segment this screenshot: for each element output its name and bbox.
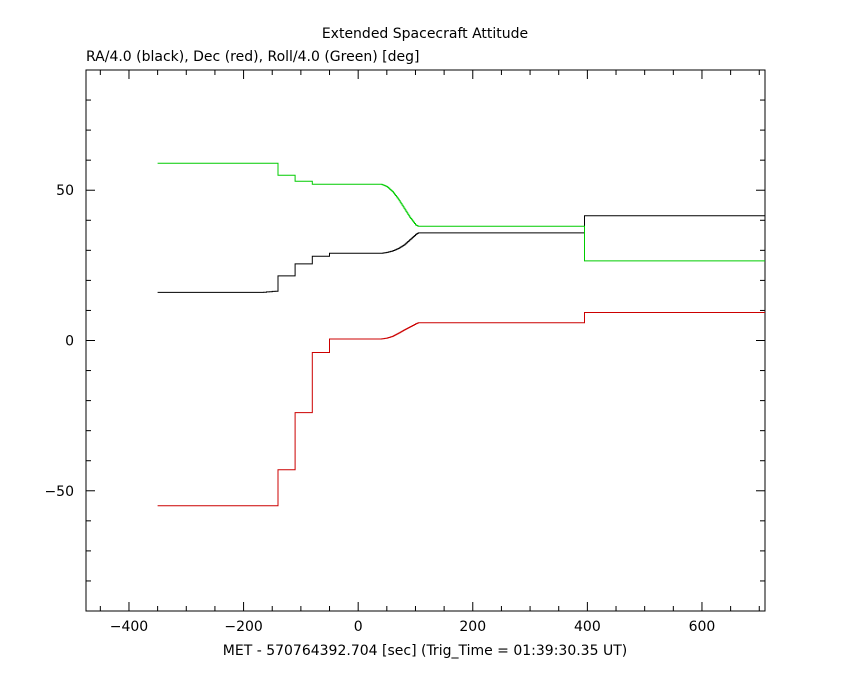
x-tick-label: 400 bbox=[574, 619, 601, 635]
chart-subtitle: RA/4.0 (black), Dec (red), Roll/4.0 (Gre… bbox=[86, 49, 419, 65]
x-tick-label: −200 bbox=[224, 619, 262, 635]
y-tick-label: 50 bbox=[56, 183, 74, 199]
dec-line bbox=[157, 312, 765, 507]
x-axis-label: MET - 570764392.704 [sec] (Trig_Time = 0… bbox=[223, 643, 627, 659]
y-tick-label: 0 bbox=[65, 334, 74, 350]
x-tick-label: 200 bbox=[459, 619, 486, 635]
x-tick-label: 600 bbox=[689, 619, 716, 635]
series-layer bbox=[157, 162, 765, 507]
x-tick-label: 0 bbox=[354, 619, 363, 635]
roll-line bbox=[157, 162, 765, 262]
x-tick-label: −400 bbox=[110, 619, 148, 635]
ra-line bbox=[157, 215, 765, 293]
axis-ticks: −400 −200 0 200 400 600 −50 0 50 bbox=[44, 70, 765, 635]
y-tick-label: −50 bbox=[44, 484, 74, 500]
chart-title: Extended Spacecraft Attitude bbox=[322, 26, 528, 42]
plot-frame bbox=[85, 69, 766, 612]
